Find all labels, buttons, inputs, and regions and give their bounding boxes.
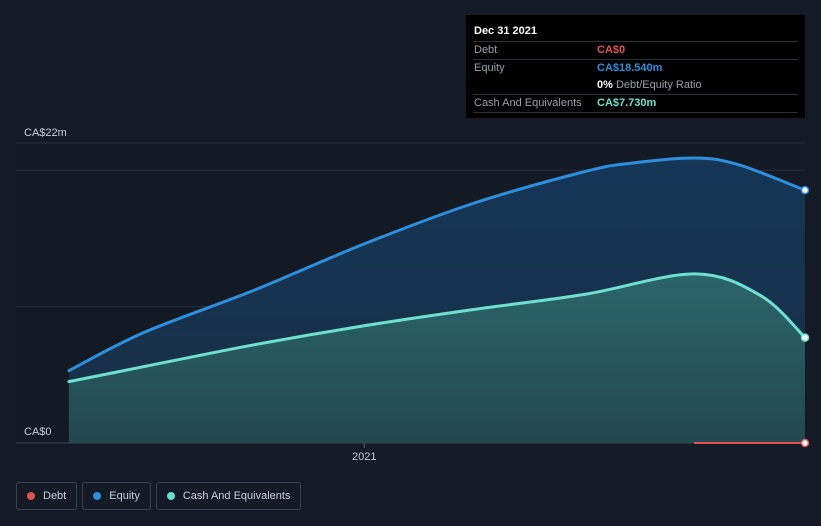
tooltip-row-cash: Cash And Equivalents CA$7.730m	[473, 94, 798, 113]
legend-item-debt[interactable]: Debt	[16, 482, 78, 510]
area-cash-and-equivalents	[68, 273, 805, 443]
tooltip-label-equity: Equity	[474, 62, 505, 74]
marker-debt	[800, 438, 810, 448]
tooltip-value-equity: CA$18.540m	[597, 62, 663, 74]
tooltip-label-debt: Debt	[474, 44, 498, 56]
legend-dot-debt	[27, 492, 35, 500]
tooltip-row-debt: Debt CA$0	[473, 41, 798, 59]
tooltip-ratio-value: 0%	[597, 79, 613, 91]
legend-dot-cash	[166, 492, 175, 500]
tooltip-ratio-label: Debt/Equity Ratio	[615, 79, 702, 91]
tooltip-date: Dec 31 2021	[474, 25, 537, 37]
y-tick-label-max: CA$22m	[24, 127, 67, 139]
series-lines	[67, 156, 807, 444]
tooltip-value-cash: CA$7.730m	[597, 97, 657, 109]
legend-label-cash: Cash And Equivalents	[182, 490, 291, 502]
tooltip-panel: Dec 31 2021 Debt CA$0 Equity CA$18.540m …	[466, 15, 805, 118]
tooltip-row-equity: Equity CA$18.540m	[473, 59, 798, 77]
tooltip-value-debt: CA$0	[597, 44, 626, 56]
legend-label-equity: Equity	[109, 490, 140, 502]
legend-label-debt: Debt	[43, 490, 67, 502]
line-equity	[67, 156, 807, 373]
y-tick-label-min: CA$0	[24, 426, 52, 438]
legend: Debt Equity Cash And Equivalents	[16, 482, 302, 510]
x-tick-label-2021: 2021	[352, 451, 376, 463]
series-end-markers	[800, 185, 810, 448]
x-axis-ticks: 2021	[352, 443, 376, 463]
marker-cash-and-equivalents	[800, 333, 810, 342]
marker-equity	[800, 185, 810, 195]
legend-item-equity[interactable]: Equity	[82, 482, 151, 510]
tooltip-row-ratio: 0% Debt/Equity Ratio	[473, 77, 798, 94]
legend-item-cash[interactable]: Cash And Equivalents	[155, 482, 302, 510]
tooltip-label-cash: Cash And Equivalents	[474, 97, 582, 109]
line-cash-and-equivalents	[67, 272, 807, 384]
legend-dot-equity	[93, 492, 102, 500]
series-areas	[68, 157, 805, 443]
